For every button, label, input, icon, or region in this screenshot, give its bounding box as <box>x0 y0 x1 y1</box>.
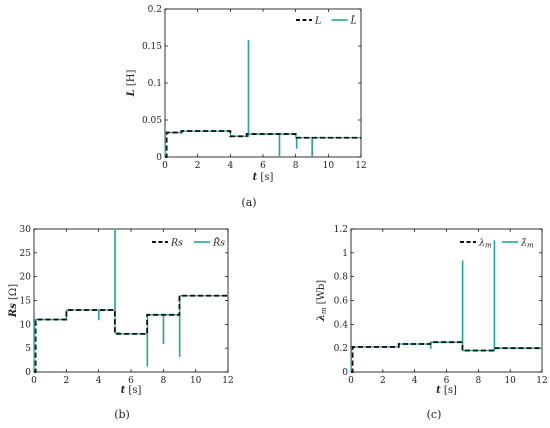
legend-entry-estimate: L̂ <box>350 15 357 27</box>
x-tick-label: 10 <box>190 376 202 386</box>
x-tick-label: 8 <box>160 376 166 386</box>
x-tick-label: 10 <box>323 161 335 171</box>
panel-a: 0 2 4 6 8 10 12 0 0.05 0.1 0.15 0.2 t [s] L [H] L L̂ (a) <box>126 5 367 209</box>
series-line-actual-overlay <box>165 130 361 158</box>
y-tick-label: 0.6 <box>334 297 349 307</box>
y-tick-label: 20 <box>20 273 32 283</box>
y-tick-label: 0 <box>342 368 348 378</box>
x-tick-label: 8 <box>475 376 481 386</box>
x-tick-label: 0 <box>348 376 354 386</box>
y-axis-label: λm [Wb] <box>316 280 328 322</box>
series-line-actual-overlay <box>34 294 228 373</box>
legend: L L̂ <box>296 15 357 27</box>
x-tick-label: 6 <box>260 161 266 171</box>
series-line-estimate <box>164 40 361 158</box>
y-tick-label: 0 <box>156 153 162 163</box>
legend: λm λ̂m <box>460 238 534 250</box>
x-tick-label: 4 <box>227 161 233 171</box>
legend-entry-actual: Rs <box>170 238 183 249</box>
y-tick-label: 5 <box>25 344 31 354</box>
panel-caption: (a) <box>241 196 256 209</box>
panel-caption: (c) <box>427 408 442 421</box>
y-tick-label: 0.15 <box>142 42 162 52</box>
y-tick-label: 15 <box>20 297 32 307</box>
plot-frame <box>33 228 229 373</box>
y-tick-label: 30 <box>20 225 32 235</box>
y-axis-label: L [H] <box>126 70 137 98</box>
x-tick-label: 8 <box>293 161 299 171</box>
series-line-estimate <box>350 240 542 373</box>
y-tick-label: 1.2 <box>334 225 348 235</box>
x-axis-label: t [s] <box>121 385 142 396</box>
panel-caption: (b) <box>114 408 130 421</box>
legend: Rs R̂s <box>152 237 225 249</box>
x-tick-label: 12 <box>222 376 233 386</box>
series-line-estimate <box>33 228 228 373</box>
legend-entry-actual: λm <box>478 238 492 250</box>
panel-b: 0 2 4 6 8 10 12 0 5 10 15 20 25 30 t [s] Rs [Ω] Rs R̂s (b) <box>8 225 234 421</box>
series-line-actual-overlay <box>351 341 542 373</box>
x-tick-label: 12 <box>536 376 547 386</box>
x-tick-label: 4 <box>412 376 418 386</box>
y-tick-label: 1 <box>342 249 348 259</box>
x-tick-label: 0 <box>31 376 37 386</box>
x-tick-label: 0 <box>162 161 168 171</box>
x-tick-label: 6 <box>128 376 134 386</box>
y-tick-label: 0 <box>25 368 31 378</box>
y-tick-label: 0.4 <box>334 320 349 330</box>
x-tick-label: 2 <box>63 376 69 386</box>
series-line-actual <box>165 130 361 158</box>
legend-entry-estimate: λ̂m <box>520 238 534 250</box>
y-axis-label: Rs [Ω] <box>8 284 19 318</box>
x-tick-label: 2 <box>380 376 386 386</box>
legend-entry-estimate: R̂s <box>212 237 225 249</box>
x-tick-label: 12 <box>355 161 366 171</box>
x-tick-label: 4 <box>96 376 102 386</box>
x-tick-label: 6 <box>444 376 450 386</box>
y-tick-label: 25 <box>20 249 32 259</box>
legend-entry-actual: L <box>314 16 321 27</box>
x-axis-label: t [s] <box>253 172 274 183</box>
y-tick-label: 0.2 <box>334 344 348 354</box>
panel-c: 0 2 4 6 8 10 12 0 0.2 0.4 0.6 0.8 1 1.2 t [s] λm [Wb] λm… <box>316 225 548 421</box>
x-tick-label: 10 <box>504 376 516 386</box>
y-tick-label: 0.1 <box>148 79 162 89</box>
y-tick-label: 10 <box>20 320 32 330</box>
y-tick-label: 0.2 <box>148 5 162 15</box>
y-tick-label: 0.8 <box>334 273 349 283</box>
x-axis-label: t [s] <box>436 385 457 396</box>
plot-frame <box>350 228 543 373</box>
y-tick-label: 0.05 <box>142 116 162 126</box>
x-tick-label: 2 <box>195 161 201 171</box>
